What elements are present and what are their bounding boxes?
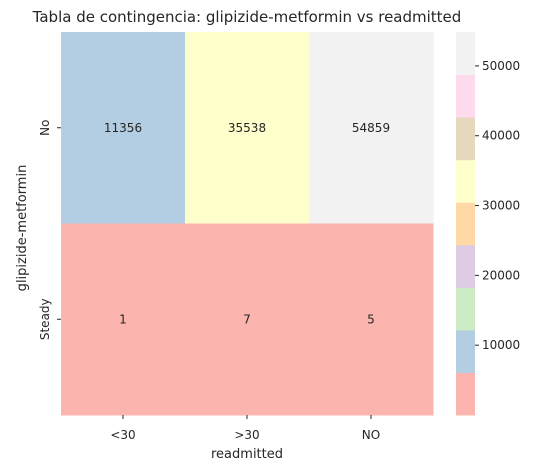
x-axis-label: readmitted bbox=[211, 447, 283, 462]
colorbar bbox=[456, 32, 475, 416]
cell-annotation: 5 bbox=[367, 312, 375, 326]
colorbar-segment bbox=[456, 329, 475, 373]
colorbar-ticks: 10000 20000 30000 40000 50000 bbox=[475, 59, 520, 352]
chart-title: Tabla de contingencia: glipizide-metform… bbox=[32, 8, 462, 26]
y-tick-label: Steady bbox=[38, 298, 52, 340]
colorbar-tick-label: 30000 bbox=[482, 199, 520, 213]
colorbar-segment bbox=[456, 74, 475, 118]
colorbar-segment bbox=[456, 287, 475, 331]
colorbar-tick-label: 20000 bbox=[482, 268, 520, 282]
colorbar-segment bbox=[456, 202, 475, 246]
y-axis-ticks: No Steady bbox=[38, 120, 61, 340]
y-tick-label: No bbox=[38, 120, 52, 136]
colorbar-tick-label: 40000 bbox=[482, 129, 520, 143]
cell-annotation: 11356 bbox=[104, 121, 142, 135]
heatmap-cell bbox=[185, 223, 310, 416]
x-tick-label: >30 bbox=[234, 428, 259, 442]
heatmap-cells bbox=[61, 32, 434, 416]
cell-annotation: 54859 bbox=[352, 121, 390, 135]
heatmap-cell bbox=[309, 32, 434, 224]
cell-annotation: 1 bbox=[119, 312, 127, 326]
colorbar-segment bbox=[456, 244, 475, 288]
colorbar-tick-label: 10000 bbox=[482, 338, 520, 352]
x-tick-label: <30 bbox=[110, 428, 135, 442]
heatmap-cell bbox=[61, 32, 186, 224]
x-tick-label: NO bbox=[362, 428, 380, 442]
colorbar-segment bbox=[456, 159, 475, 203]
cell-annotation: 35538 bbox=[228, 121, 266, 135]
colorbar-segment bbox=[456, 117, 475, 161]
heatmap-cell bbox=[309, 223, 434, 416]
x-axis-ticks: <30 >30 NO bbox=[110, 415, 380, 442]
heatmap-cell bbox=[185, 32, 310, 224]
cell-annotations: 11356 35538 54859 1 7 5 bbox=[104, 121, 390, 327]
y-axis-label: glipizide-metformin bbox=[15, 165, 30, 292]
heatmap-cell bbox=[61, 223, 186, 416]
colorbar-tick-label: 50000 bbox=[482, 59, 520, 73]
cell-annotation: 7 bbox=[243, 312, 251, 326]
colorbar-segment bbox=[456, 32, 475, 76]
colorbar-segment bbox=[456, 372, 475, 416]
